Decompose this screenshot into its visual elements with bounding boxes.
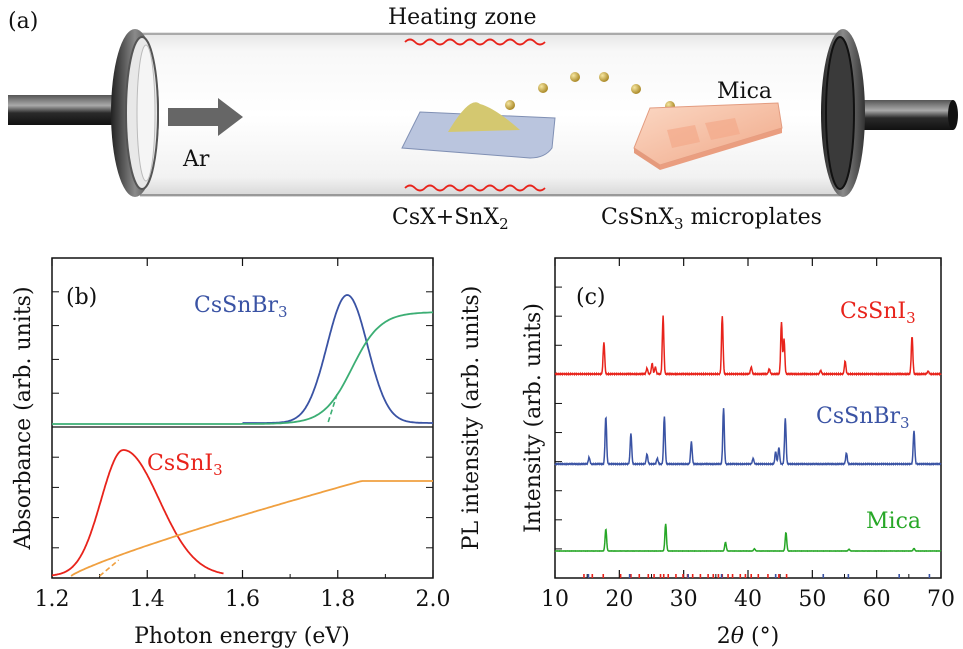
- cssni3-pl-curve: [51, 449, 224, 577]
- heating-zone-label: Heating zone: [388, 5, 536, 30]
- cssnbr3-absorbance-curve: [52, 311, 433, 425]
- gas-label: Ar: [182, 147, 210, 172]
- c-xtick-label: 70: [927, 587, 955, 612]
- xrd-mica-label: Mica: [866, 509, 921, 534]
- product-label: CsSnX3 microplates: [601, 205, 822, 233]
- xrd-cssnbr3-label: CsSnBr3: [816, 404, 910, 432]
- source-powder: [448, 102, 520, 132]
- cssni3-absorbance-curve: [70, 480, 433, 577]
- b-xtick-label: 1.8: [320, 587, 355, 612]
- xrd-pattern-cssnbr3: [554, 408, 942, 467]
- cssni3-pl-label: CsSnI3: [147, 451, 223, 479]
- panel-b-y2label: PL intensity (arb. units): [459, 286, 484, 551]
- panel-b-xlabel: Photon energy (eV): [134, 624, 350, 649]
- panel-c-label: (c): [576, 285, 606, 310]
- b-xtick-label: 1.6: [225, 587, 260, 612]
- cssnbr3-pl-label: CsSnBr3: [194, 293, 288, 321]
- xrd-pattern-mica: [554, 523, 942, 552]
- c-xtick-label: 50: [798, 587, 826, 612]
- cssni3-band-edge-fit: [99, 559, 120, 577]
- mica-label: Mica: [717, 79, 772, 104]
- gas-flow-arrow-icon: [168, 98, 243, 136]
- c-xtick-label: 60: [863, 587, 891, 612]
- b-xtick-label: 1.2: [35, 587, 70, 612]
- panel-a-label: (a): [8, 9, 38, 34]
- c-xtick-label: 40: [734, 587, 762, 612]
- cssnbr3-band-edge-fit: [327, 391, 339, 423]
- panel-c-xlabel: 2θ (°): [717, 624, 779, 649]
- panel-a: (a) Ar Heating zone CsX+SnX2: [8, 5, 958, 233]
- panel-b-label: (b): [66, 285, 97, 310]
- c-xtick-label: 30: [670, 587, 698, 612]
- heating-wave-top: [404, 38, 546, 46]
- xrd-cssni3-label: CsSnI3: [840, 299, 916, 327]
- c-xtick-label: 10: [541, 587, 569, 612]
- panel-c: (c) CsSnI3 CsSnBr3 Mica 10 20 30 40 50 60 70 I…: [459, 257, 955, 649]
- panel-b-ylabel: Absorbance (arb. units): [11, 286, 36, 550]
- heating-wave-bottom: [404, 184, 546, 192]
- right-pipe-end: [948, 100, 958, 130]
- panel-c-ylabel: Intensity (arb. units): [521, 303, 546, 533]
- b-xtick-label: 2.0: [416, 587, 451, 612]
- b-xtick-label: 1.4: [130, 587, 165, 612]
- panel-b: (b) CsSnBr3 CsSnI3 1.2 1.4 1.6 1.8 2.0 Absor…: [11, 257, 451, 649]
- source-boat: [401, 111, 556, 159]
- xrd-pattern-cssni3: [554, 315, 942, 377]
- c-xtick-label: 20: [605, 587, 633, 612]
- source-label: CsX+SnX2: [392, 205, 509, 233]
